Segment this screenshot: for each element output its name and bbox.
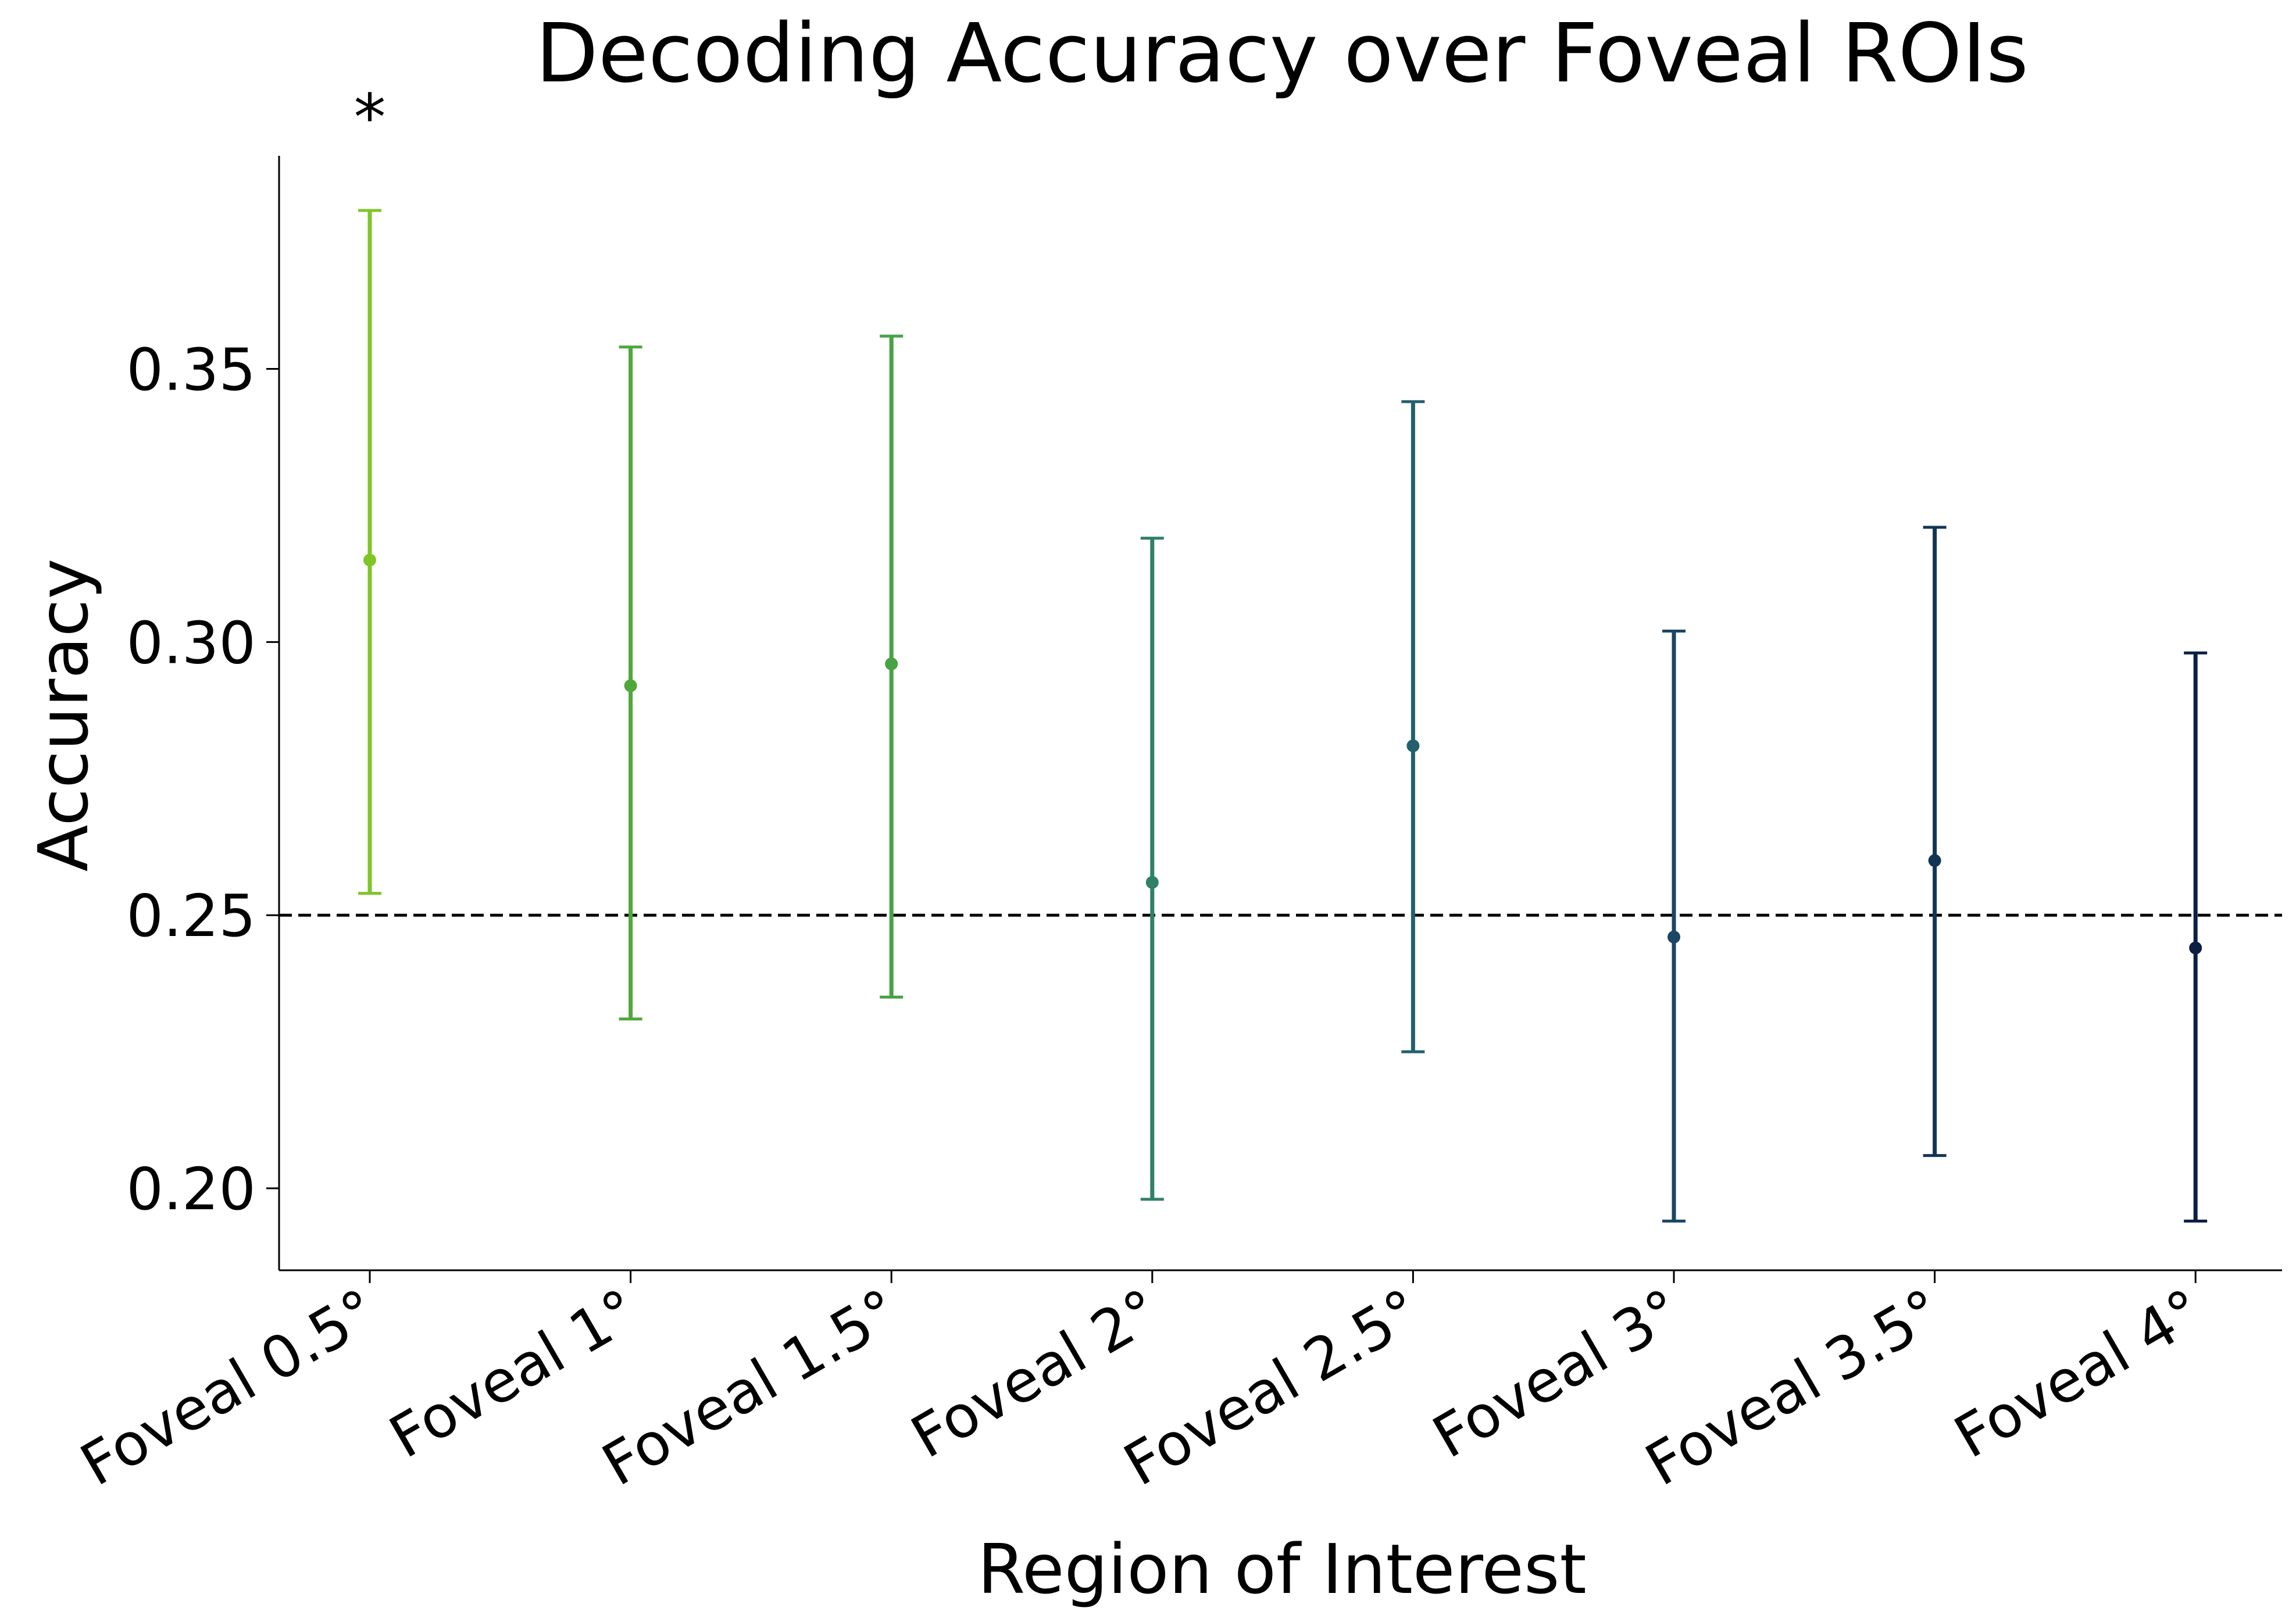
y-axis-label: Accuracy <box>23 559 103 872</box>
x-tick-label: Foveal 0.5° <box>70 1276 388 1499</box>
y-tick-label: 0.20 <box>126 1155 256 1223</box>
data-point <box>1406 739 1420 752</box>
significance-marker: * <box>354 80 386 155</box>
x-tick-label: Foveal 4° <box>1943 1276 2214 1471</box>
data-point <box>1667 930 1680 944</box>
y-tick-label: 0.25 <box>126 882 256 950</box>
x-tick-label: Foveal 2.5° <box>1113 1276 1431 1499</box>
data-point <box>1928 854 1941 867</box>
x-tick-label: Foveal 3.5° <box>1634 1276 1953 1499</box>
y-tick-label: 0.30 <box>126 609 256 677</box>
data-point <box>363 553 376 567</box>
data-point <box>885 657 898 670</box>
y-tick-label: 0.35 <box>126 335 256 403</box>
x-tick-label: Foveal 1.5° <box>591 1276 910 1499</box>
data-point <box>1145 876 1159 889</box>
chart-title: Decoding Accuracy over Foveal ROIs <box>535 6 2029 101</box>
data-point <box>2189 941 2202 955</box>
data-point <box>624 679 637 692</box>
x-axis-label: Region of Interest <box>977 1529 1586 1609</box>
